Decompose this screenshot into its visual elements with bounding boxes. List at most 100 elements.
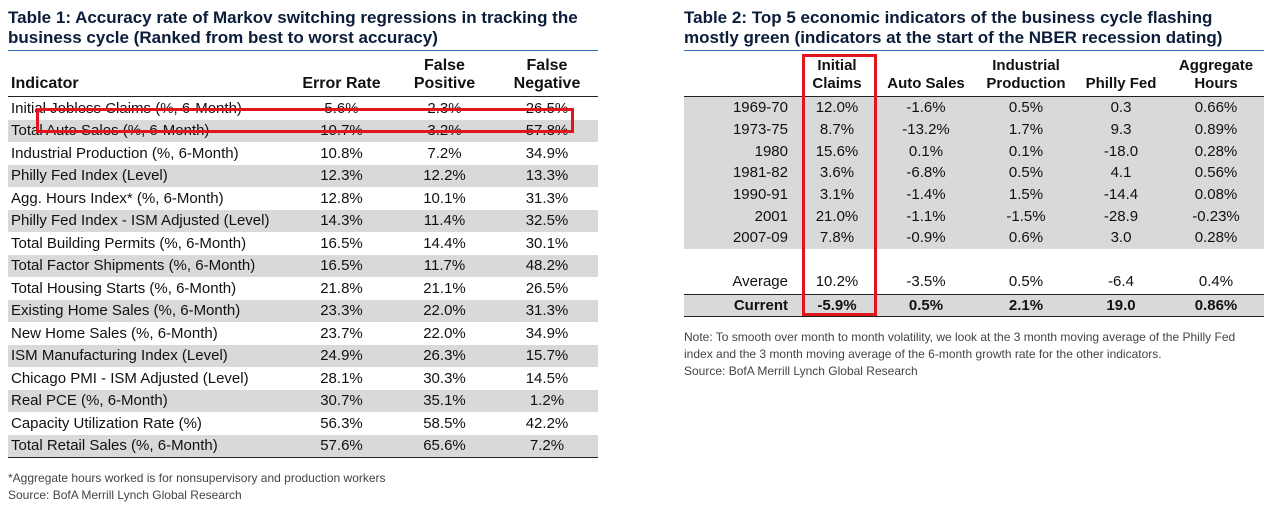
period-cell: 1990-91 (684, 183, 800, 206)
error-rate-cell: 23.3% (290, 299, 393, 322)
table1-source: Source: BofA Merrill Lynch Global Resear… (8, 488, 242, 502)
period-cell: Current (684, 293, 800, 317)
table1-notes: *Aggregate hours worked is for nonsuperv… (8, 470, 598, 504)
table-row: Chicago PMI - ISM Adjusted (Level) 28.1% 3… (8, 367, 598, 390)
header-initial-claims: Initial Claims (800, 57, 874, 97)
table2-header-row: Initial Claims Auto Sales Industrial Pro… (684, 57, 1264, 97)
header-aggregate-hours: Aggregate Hours (1168, 57, 1264, 97)
false-negative-cell: 13.3% (496, 164, 598, 187)
header-philly-fed: Philly Fed (1074, 57, 1168, 97)
error-rate-cell: 30.7% (290, 389, 393, 412)
table1: Indicator Error Rate False Positive Fals… (8, 57, 598, 458)
false-negative-cell: 48.2% (496, 254, 598, 277)
philly-fed-cell: -14.4 (1074, 183, 1168, 206)
initial-claims-cell: 3.6% (800, 162, 874, 184)
table-row: Philly Fed Index (Level) 12.3% 12.2% 13.3% (8, 164, 598, 187)
false-positive-cell: 22.0% (393, 299, 496, 322)
error-rate-cell: 24.9% (290, 344, 393, 367)
aggregate-hours-cell: 0.66% (1168, 96, 1264, 119)
false-positive-cell: 14.4% (423, 234, 466, 252)
table-row: New Home Sales (%, 6-Month) 23.7% 22.0% 34.… (8, 322, 598, 345)
error-rate-cell: 10.8% (320, 144, 363, 162)
industrial-production-cell: -1.5% (978, 205, 1074, 228)
error-rate-cell: 12.3% (290, 164, 393, 187)
auto-sales-cell: -6.8% (874, 162, 978, 184)
industrial-production-cell: 1.5% (978, 183, 1074, 206)
initial-claims-cell: 21.0% (800, 205, 874, 228)
initial-claims-cell: 15.6% (800, 140, 874, 163)
table1-header-row: Indicator Error Rate False Positive Fals… (8, 57, 598, 97)
table-row: 1969-70 12.0% -1.6% 0.5% 0.3 0.66% (684, 96, 1264, 119)
false-positive-cell: 58.5% (423, 414, 466, 432)
indicator-cell: Philly Fed Index (Level) (8, 164, 290, 187)
header-indicator: Indicator (8, 57, 290, 97)
false-positive-cell: 21.1% (423, 279, 466, 297)
header-false-negative: False Negative (496, 57, 598, 97)
table-row: ISM Manufacturing Index (Level) 24.9% 26.3… (8, 344, 598, 367)
indicator-cell: Industrial Production (%, 6-Month) (11, 144, 239, 162)
header-industrial-production: Industrial Production (978, 57, 1074, 97)
table2: Initial Claims Auto Sales Industrial Pro… (684, 57, 1264, 317)
auto-sales-cell: 0.1% (874, 140, 978, 163)
error-rate-cell: 12.8% (320, 189, 363, 207)
false-positive-cell: 3.2% (393, 119, 496, 142)
table-row: Average 10.2% -3.5% 0.5% -6.4 0.4% (684, 269, 1264, 295)
table-row: Initial Jobless Claims (%, 6-Month) 5.6% 2… (8, 97, 598, 120)
false-negative-cell: 34.9% (525, 324, 569, 342)
initial-claims-cell: 10.2% (800, 269, 874, 295)
table-row: Industrial Production (%, 6-Month) 10.8% 7… (8, 142, 598, 165)
table2-source: Source: BofA Merrill Lynch Global Resear… (684, 363, 918, 378)
aggregate-hours-cell: 0.56% (1168, 162, 1264, 184)
error-rate-cell: 16.5% (320, 234, 363, 252)
indicator-cell: Total Factor Shipments (%, 6-Month) (8, 254, 290, 277)
table2-title: Table 2: Top 5 economic indicators of th… (684, 8, 1223, 47)
false-positive-cell: 7.2% (427, 144, 462, 162)
auto-sales-cell: -1.1% (874, 205, 978, 228)
false-negative-cell: 14.5% (525, 369, 569, 387)
period-cell: 1981-82 (684, 162, 800, 184)
industrial-production-cell: 0.5% (978, 96, 1074, 119)
table2-body: 1969-70 12.0% -1.6% 0.5% 0.3 0.66% 1973-75 8.7%… (684, 96, 1264, 317)
indicator-cell: Total Housing Starts (%, 6-Month) (11, 279, 237, 297)
auto-sales-cell: 0.5% (874, 293, 978, 317)
indicator-cell: Capacity Utilization Rate (%) (11, 414, 202, 432)
indicator-cell: Total Retail Sales (%, 6-Month) (8, 434, 290, 458)
table-row: Capacity Utilization Rate (%) 56.3% 58.5% 4… (8, 412, 598, 435)
false-positive-cell: 22.0% (423, 324, 466, 342)
false-negative-cell: 26.5% (525, 279, 569, 297)
indicator-cell: Chicago PMI - ISM Adjusted (Level) (11, 369, 249, 387)
false-negative-cell: 7.2% (496, 434, 598, 458)
initial-claims-cell: 3.1% (800, 183, 874, 206)
industrial-production-cell: 0.5% (978, 162, 1074, 184)
false-positive-cell: 2.3% (427, 99, 462, 117)
spacer-cell (684, 248, 1264, 270)
error-rate-cell: 14.3% (290, 209, 393, 232)
error-rate-cell: 57.6% (290, 434, 393, 458)
auto-sales-cell: -0.9% (874, 227, 978, 249)
false-negative-cell: 26.5% (525, 99, 569, 117)
false-negative-cell: 34.9% (525, 144, 569, 162)
header-period (684, 57, 800, 97)
table-row: Real PCE (%, 6-Month) 30.7% 35.1% 1.2% (8, 389, 598, 412)
indicator-cell: New Home Sales (%, 6-Month) (11, 324, 218, 342)
period-cell: 2001 (684, 205, 800, 228)
industrial-production-cell: 1.7% (978, 118, 1074, 141)
period-cell: 1973-75 (684, 118, 800, 141)
false-positive-cell: 10.1% (423, 189, 466, 207)
period-cell: Average (684, 269, 800, 295)
table1-title-rule (8, 50, 598, 51)
indicator-cell: Total Auto Sales (%, 6-Month) (8, 119, 290, 142)
false-positive-cell: 30.3% (423, 369, 466, 387)
philly-fed-cell: 4.1 (1074, 162, 1168, 184)
table-row: 2001 21.0% -1.1% -1.5% -28.9 -0.23% (684, 205, 1264, 228)
error-rate-cell: 16.5% (290, 254, 393, 277)
initial-claims-cell: 7.8% (800, 227, 874, 249)
industrial-production-cell: 0.1% (978, 140, 1074, 163)
false-positive-cell: 12.2% (393, 164, 496, 187)
table-row: 1981-82 3.6% -6.8% 0.5% 4.1 0.56% (684, 162, 1264, 184)
table2-notes: Note: To smooth over month to month vola… (684, 329, 1254, 380)
indicator-cell: Existing Home Sales (%, 6-Month) (8, 299, 290, 322)
table-row: 1990-91 3.1% -1.4% 1.5% -14.4 0.08% (684, 183, 1264, 206)
aggregate-hours-cell: 0.4% (1168, 269, 1264, 295)
table-row: Total Auto Sales (%, 6-Month) 10.7% 3.2% 57… (8, 119, 598, 142)
